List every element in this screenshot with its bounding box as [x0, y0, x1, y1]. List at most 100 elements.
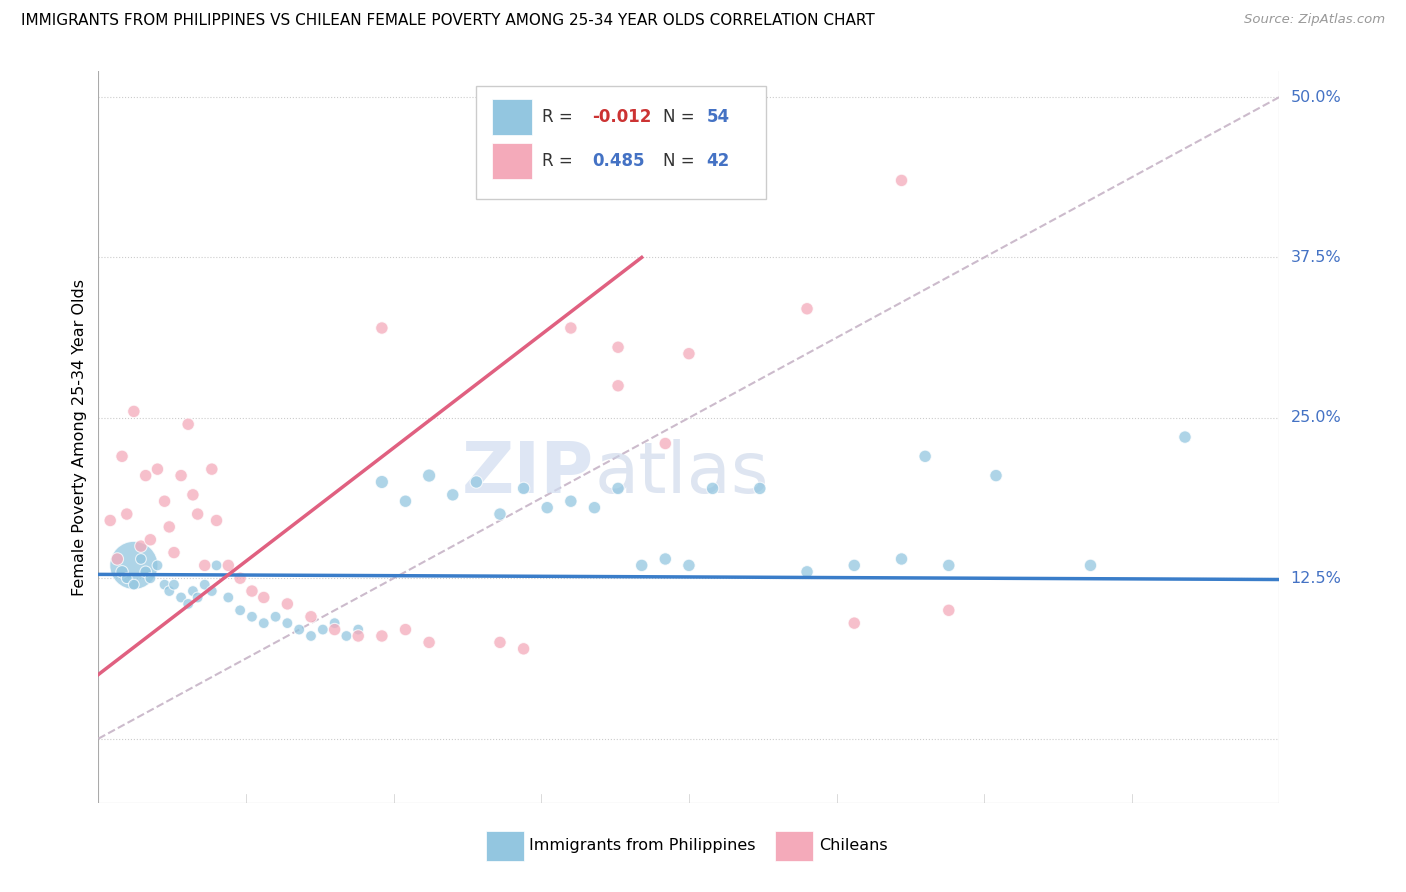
Point [170, 468, 193, 483]
Point [844, 558, 866, 573]
Point [163, 577, 186, 591]
Point [347, 629, 370, 643]
Text: 0.485: 0.485 [592, 152, 644, 169]
Point [181, 488, 204, 502]
Point [288, 623, 311, 637]
Point [240, 609, 263, 624]
FancyBboxPatch shape [492, 143, 531, 179]
Point [1174, 430, 1197, 444]
Point [654, 552, 676, 566]
Point [335, 629, 357, 643]
Point [394, 494, 416, 508]
Point [276, 616, 298, 631]
Point [512, 482, 534, 496]
Point [240, 584, 263, 599]
Point [489, 635, 512, 649]
Point [418, 635, 440, 649]
Point [139, 533, 162, 547]
Point [312, 623, 335, 637]
Point [181, 584, 204, 599]
Point [135, 565, 157, 579]
FancyBboxPatch shape [477, 86, 766, 200]
FancyBboxPatch shape [486, 830, 523, 862]
Point [157, 520, 180, 534]
Point [347, 623, 370, 637]
Text: IMMIGRANTS FROM PHILIPPINES VS CHILEAN FEMALE POVERTY AMONG 25-34 YEAR OLDS CORR: IMMIGRANTS FROM PHILIPPINES VS CHILEAN F… [21, 13, 875, 29]
Point [938, 603, 960, 617]
Point [748, 482, 770, 496]
Point [177, 597, 200, 611]
Point [111, 450, 134, 464]
Point [890, 552, 912, 566]
Point [194, 577, 217, 591]
Point [560, 321, 582, 335]
FancyBboxPatch shape [492, 99, 531, 135]
Point [105, 552, 128, 566]
Point [153, 577, 176, 591]
Text: R =: R = [543, 152, 583, 169]
Point [111, 565, 134, 579]
Point [890, 173, 912, 187]
Text: atlas: atlas [595, 439, 769, 508]
Point [654, 436, 676, 450]
Text: N =: N = [664, 108, 700, 126]
Point [371, 475, 394, 489]
Text: Chileans: Chileans [818, 838, 887, 854]
Point [229, 603, 252, 617]
Point [253, 616, 276, 631]
Point [630, 558, 652, 573]
Point [394, 623, 416, 637]
Point [122, 558, 145, 573]
FancyBboxPatch shape [775, 830, 813, 862]
Point [299, 609, 322, 624]
Point [583, 500, 606, 515]
Point [938, 558, 960, 573]
Point [122, 577, 145, 591]
Point [323, 623, 346, 637]
Point [678, 558, 700, 573]
Point [844, 616, 866, 631]
Point [607, 340, 630, 354]
Point [607, 378, 630, 392]
Y-axis label: Female Poverty Among 25-34 Year Olds: Female Poverty Among 25-34 Year Olds [72, 278, 87, 596]
Point [253, 591, 276, 605]
Point [702, 482, 724, 496]
Text: 42: 42 [707, 152, 730, 169]
Point [489, 507, 512, 521]
Point [512, 641, 534, 656]
Point [187, 591, 209, 605]
Point [139, 571, 162, 585]
Point [129, 552, 152, 566]
Point [1080, 558, 1102, 573]
Point [264, 609, 287, 624]
Point [170, 591, 193, 605]
Point [122, 404, 145, 418]
Text: 12.5%: 12.5% [1291, 571, 1341, 586]
Point [536, 500, 558, 515]
Point [276, 597, 298, 611]
Point [371, 321, 394, 335]
Point [229, 571, 252, 585]
Point [205, 514, 228, 528]
Point [323, 616, 346, 631]
Text: 54: 54 [707, 108, 730, 126]
Point [205, 558, 228, 573]
Text: 50.0%: 50.0% [1291, 89, 1341, 104]
Point [217, 558, 239, 573]
Point [217, 591, 239, 605]
Text: R =: R = [543, 108, 578, 126]
Point [441, 488, 464, 502]
Point [115, 571, 138, 585]
Text: -0.012: -0.012 [592, 108, 651, 126]
Point [201, 584, 224, 599]
Point [135, 468, 157, 483]
Point [914, 450, 936, 464]
Point [465, 475, 488, 489]
Text: Source: ZipAtlas.com: Source: ZipAtlas.com [1244, 13, 1385, 27]
Text: N =: N = [664, 152, 700, 169]
Point [177, 417, 200, 432]
Point [187, 507, 209, 521]
Text: Immigrants from Philippines: Immigrants from Philippines [530, 838, 756, 854]
Point [418, 468, 440, 483]
Point [163, 545, 186, 559]
